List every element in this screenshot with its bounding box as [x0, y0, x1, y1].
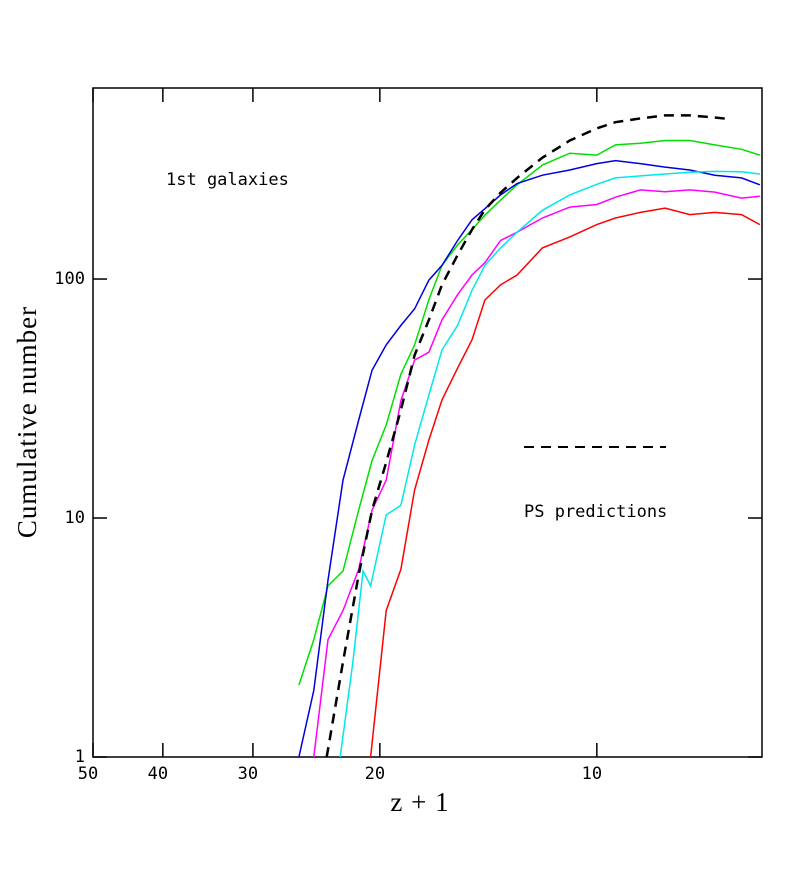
- y-tick-label: 1: [75, 747, 85, 767]
- x-tick-label: 20: [365, 764, 385, 784]
- legend-label: PS predictions: [524, 502, 667, 522]
- y-tick-label: 10: [65, 508, 85, 528]
- x-tick-label: 50: [78, 764, 98, 784]
- series-line: [298, 139, 761, 686]
- x-tick-label: 10: [582, 764, 602, 784]
- series-line: [325, 114, 732, 757]
- plot-frame: [92, 87, 763, 758]
- y-tick-label: 100: [54, 269, 85, 289]
- series-line: [339, 170, 760, 757]
- x-tick-label: 40: [148, 764, 168, 784]
- x-axis-label: z + 1: [390, 787, 449, 817]
- x-tick-label: 30: [238, 764, 258, 784]
- series-line: [369, 207, 761, 757]
- y-axis-label: Cumulative number: [12, 306, 42, 538]
- annotation: 1st galaxies: [166, 170, 289, 190]
- series-line: [298, 159, 761, 757]
- series-line: [313, 189, 760, 757]
